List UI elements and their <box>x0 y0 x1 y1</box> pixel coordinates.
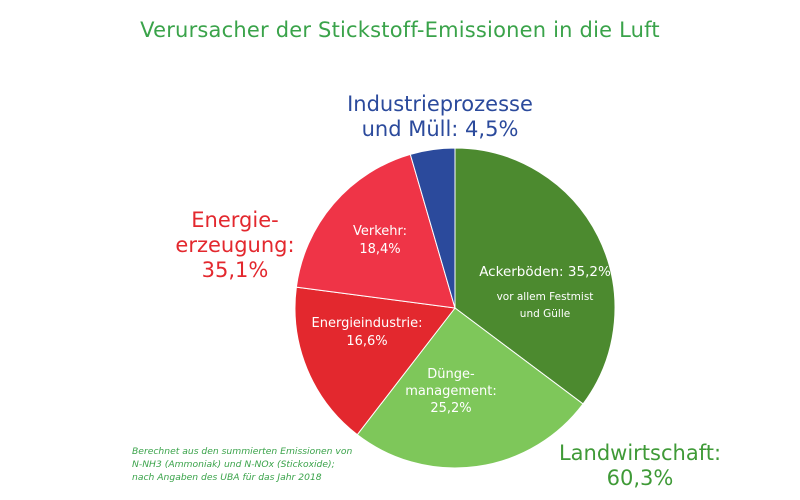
slice-energieindustrie <box>294 286 456 436</box>
slice-ackerboeden-label-1: Ackerböden: 35,2% <box>479 264 611 280</box>
slice-verkehr-label-1: Verkehr: <box>353 224 407 239</box>
source-note-line2: N-NH3 (Ammoniak) und N-NOx (Stickoxide); <box>132 458 335 470</box>
source-note-line3: nach Angaben des UBA für das Jahr 2018 <box>132 471 322 483</box>
group-energie-line2: erzeugung: <box>175 233 295 258</box>
slice-duengemanagement <box>356 307 584 469</box>
slice-energieindustrie-label-2: 16,6% <box>346 334 387 349</box>
slice-duengemanagement-label-1: Dünge- <box>427 367 475 382</box>
slice-duengemanagement-label-2: management: <box>405 384 496 399</box>
slice-industrieprozesse <box>409 147 456 309</box>
slice-verkehr-label-2: 18,4% <box>359 242 400 257</box>
group-energie-line3: 35,1% <box>201 258 269 283</box>
slice-duengemanagement-label-3: 25,2% <box>430 401 471 416</box>
group-land-line1: Landwirtschaft: <box>558 441 722 465</box>
group-land-line2: 60,3% <box>606 466 674 491</box>
group-industrie-line1: Industrieprozesse <box>347 92 533 116</box>
group-label-landwirtschaft: Landwirtschaft: 60,3% <box>550 441 730 491</box>
slice-ackerboeden-label-3: und Gülle <box>520 308 570 320</box>
slice-verkehr <box>295 153 456 309</box>
slice-ackerboeden <box>454 147 616 405</box>
group-energie-line1: Energie- <box>191 208 279 232</box>
group-label-energie: Energie- erzeugung: 35,1% <box>170 208 300 284</box>
source-note-line1: Berechnet aus den summierten Emissionen … <box>132 446 353 457</box>
slice-ackerboeden-label-2: vor allem Festmist <box>497 291 594 303</box>
group-industrie-line2: und Müll: 4,5% <box>361 117 519 142</box>
source-note: Berechnet aus den summierten Emissionen … <box>132 446 392 485</box>
slice-energieindustrie-label-1: Energieindustrie: <box>312 316 423 331</box>
group-label-industrie: Industrieprozesse und Müll: 4,5% <box>300 92 580 142</box>
chart-title: Verursacher der Stickstoff-Emissionen in… <box>140 18 660 42</box>
